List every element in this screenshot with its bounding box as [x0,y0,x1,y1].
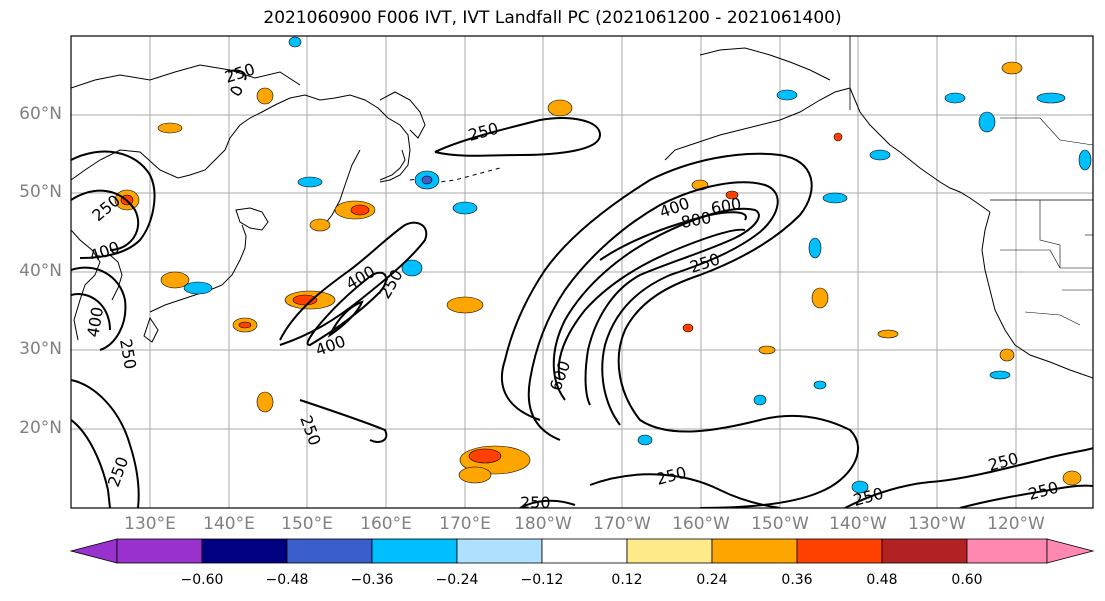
colorbar-tick-label: −0.24 [435,572,479,588]
colorbar-tick-label: −0.12 [520,572,564,588]
lon-label: 170°E [439,514,491,534]
lat-label: 20°N [19,418,62,438]
colorbar-segment [966,538,1048,564]
colorbar-tick-label: −0.48 [265,572,309,588]
lon-label: 180°W [514,514,572,534]
pc-shading [114,36,1092,494]
colorbar-tick-label: 0.24 [696,572,728,588]
colorbar-segment [201,538,288,564]
lat-label: 60°N [19,104,62,124]
colorbar-segment [796,538,883,564]
lat-label: 50°N [19,182,62,202]
lon-label: 120°W [987,514,1045,534]
colorbar-segment [626,538,713,564]
colorbar-tick-label: 0.60 [951,572,983,588]
lat-label: 30°N [19,339,62,359]
contour-label: 250 [520,493,551,512]
colorbar-tick-label: −0.36 [350,572,394,588]
colorbar-segment [456,538,543,564]
colorbar-segment [286,538,373,564]
lon-label: 140°E [203,514,255,534]
colorbar-extend-high [1046,538,1095,564]
lon-label: 150°W [751,514,809,534]
colorbar-segment [541,538,628,564]
lon-label: 150°E [281,514,333,534]
graticule [71,36,1093,508]
colorbar-segment [371,538,458,564]
lat-label: 40°N [19,261,62,281]
colorbar-tick-label: 0.36 [781,572,813,588]
lon-label: 170°W [593,514,651,534]
map-border [70,35,1094,509]
ivt-contours [71,69,1093,508]
lon-label: 140°W [829,514,887,534]
coastlines [71,36,1093,379]
colorbar-segment [881,538,968,564]
colorbar-segment [711,538,798,564]
colorbar-tick-label: 0.48 [866,572,898,588]
lon-label: 160°E [360,514,412,534]
lon-label: 130°W [908,514,966,534]
colorbar-extend-low [69,538,118,564]
colorbar-segment [116,538,203,564]
colorbar [69,538,1095,564]
contour-labels: 250 250 250 250 250 250 250 250 250 250 … [83,59,1060,512]
colorbar-tick-label: 0.12 [611,572,643,588]
lon-label: 160°W [672,514,730,534]
lon-label: 130°E [124,514,176,534]
map-title: 2021060900 F006 IVT, IVT Landfall PC (20… [263,8,842,28]
colorbar-tick-label: −0.60 [180,572,224,588]
